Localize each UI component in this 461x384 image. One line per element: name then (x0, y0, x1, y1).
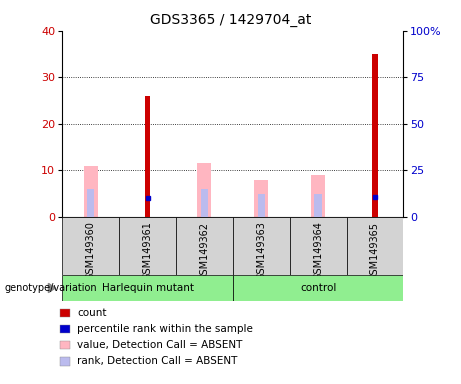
Bar (201, 189, 208, 217)
Text: GSM149363: GSM149363 (256, 222, 266, 280)
Bar (62, 217, 119, 275)
Text: GSM149365: GSM149365 (370, 222, 380, 281)
Bar (62, 275, 233, 301)
Bar (145, 96, 150, 217)
Bar (258, 194, 265, 217)
Text: percentile rank within the sample: percentile rank within the sample (77, 324, 253, 334)
Text: GSM149364: GSM149364 (313, 222, 323, 280)
Polygon shape (48, 283, 55, 293)
Bar (314, 194, 322, 217)
Text: count: count (77, 308, 106, 318)
Bar (233, 217, 290, 275)
Text: rank, Detection Call = ABSENT: rank, Detection Call = ABSENT (77, 356, 237, 366)
Bar (347, 217, 403, 275)
Bar (233, 275, 403, 301)
Bar (372, 54, 378, 217)
Text: genotype/variation: genotype/variation (5, 283, 97, 293)
Text: GSM149360: GSM149360 (86, 222, 96, 280)
Bar (311, 175, 325, 217)
Text: GDS3365 / 1429704_at: GDS3365 / 1429704_at (150, 13, 311, 27)
Bar (176, 217, 233, 275)
Text: GSM149362: GSM149362 (199, 222, 209, 281)
Text: control: control (300, 283, 336, 293)
Bar (119, 217, 176, 275)
Bar (83, 166, 98, 217)
Bar (197, 164, 212, 217)
Text: Harlequin mutant: Harlequin mutant (101, 283, 194, 293)
Bar (290, 217, 347, 275)
Text: value, Detection Call = ABSENT: value, Detection Call = ABSENT (77, 340, 242, 350)
Bar (87, 189, 95, 217)
Text: GSM149361: GSM149361 (142, 222, 153, 280)
Bar (254, 180, 268, 217)
